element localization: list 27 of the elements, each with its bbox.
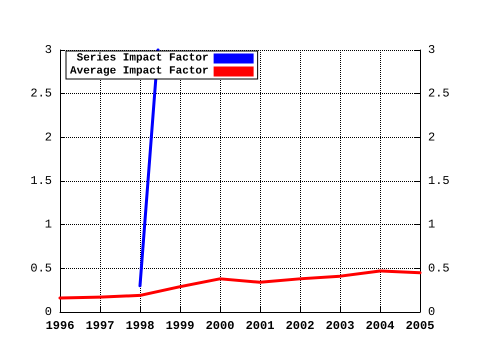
y2-tick-label: 1 xyxy=(428,218,436,232)
x-tick-label: 2000 xyxy=(206,319,234,333)
x-tick-label: 1997 xyxy=(86,319,114,333)
y-tick-label: 2 xyxy=(44,130,52,144)
y2-tick-label: 0 xyxy=(428,305,436,319)
x-tick-label: 2001 xyxy=(246,319,274,333)
x-tick-label: 2002 xyxy=(286,319,314,333)
y2-tick-label: 2 xyxy=(428,130,436,144)
y2-tick-label: 2.5 xyxy=(428,86,450,101)
y-tick-label: 0.5 xyxy=(30,261,52,276)
y-tick-label: 1.5 xyxy=(30,174,52,188)
x-tick-label: 1996 xyxy=(46,319,74,333)
legend-label: Series Impact Factor xyxy=(76,52,209,64)
x-tick-label: 2003 xyxy=(326,319,354,333)
x-tick-label: 2004 xyxy=(366,319,394,333)
y-tick-label: 1 xyxy=(44,218,52,232)
y-tick-label: 2.5 xyxy=(30,86,52,101)
legend-label: Average Impact Factor xyxy=(70,66,209,78)
x-tick-label: 1998 xyxy=(126,319,154,333)
y2-tick-label: 1.5 xyxy=(428,174,450,188)
y2-tick-label: 0.5 xyxy=(428,261,450,276)
y2-tick-label: 3 xyxy=(428,43,436,57)
x-tick-label: 2005 xyxy=(406,319,434,333)
x-tick-label: 1999 xyxy=(166,319,194,333)
line-series xyxy=(58,269,422,300)
y-tick-label: 3 xyxy=(44,43,52,57)
y-tick-label: 0 xyxy=(44,305,52,319)
